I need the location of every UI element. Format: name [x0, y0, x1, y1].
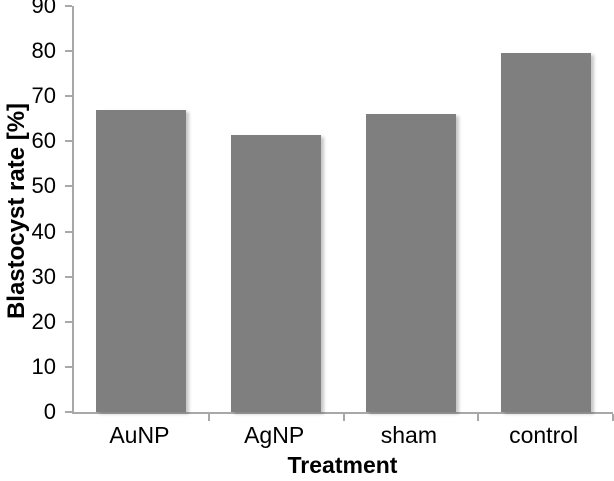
- y-tick-mark: [65, 411, 72, 413]
- y-tick-label: 70: [31, 83, 56, 109]
- x-axis-title: Treatment: [287, 452, 398, 478]
- plot-area: [65, 5, 614, 421]
- y-tick-label: 60: [31, 128, 56, 154]
- y-tick-mark: [65, 5, 72, 7]
- y-tick-label: 30: [31, 263, 56, 289]
- y-tick-mark: [65, 320, 72, 323]
- y-tick-mark: [65, 365, 72, 368]
- y-tick-label: 10: [31, 353, 56, 379]
- category-label-aunp: AuNP: [109, 422, 170, 448]
- bar-sham: [365, 114, 456, 412]
- y-tick-mark: [65, 95, 72, 98]
- y-tick-mark: [65, 275, 72, 278]
- x-tick-mark: [477, 414, 480, 421]
- y-tick-label: 90: [31, 0, 56, 18]
- category-label-control: control: [509, 422, 579, 448]
- y-tick-mark: [65, 140, 72, 143]
- y-tick-label: 80: [31, 38, 56, 64]
- y-tick-mark: [65, 230, 72, 233]
- y-tick-mark: [65, 185, 72, 188]
- x-tick-mark: [342, 414, 345, 421]
- bar-agnp: [231, 134, 322, 412]
- y-tick-label: 0: [43, 399, 56, 424]
- y-tick-label: 20: [31, 308, 56, 334]
- y-tick-label: 50: [31, 173, 56, 199]
- bar-aunp: [96, 109, 187, 412]
- category-label-sham: sham: [380, 422, 437, 448]
- x-tick-mark: [612, 414, 614, 421]
- y-tick-mark: [65, 50, 72, 53]
- y-tick-label: 40: [31, 218, 56, 244]
- category-label-agnp: AgNP: [244, 422, 305, 448]
- bar-control: [500, 53, 591, 412]
- x-tick-mark: [207, 414, 210, 421]
